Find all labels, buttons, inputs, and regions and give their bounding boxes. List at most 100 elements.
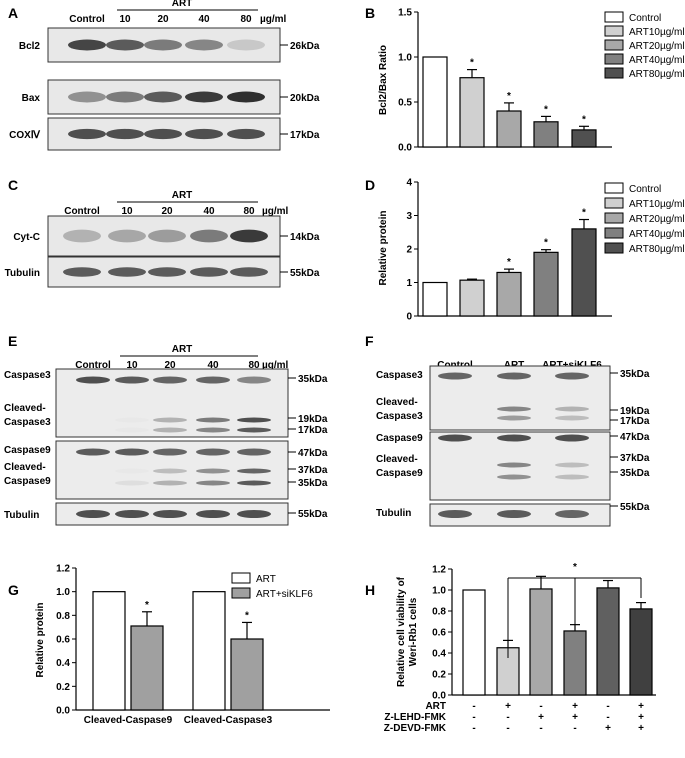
blot-row-label: Cleaved- (376, 397, 418, 408)
blot-c-unit: µg/ml (262, 206, 289, 217)
y-axis-label: Bcl2/Bax Ratio (378, 45, 389, 115)
significance-star: * (507, 91, 511, 102)
y-tick-label: 0.8 (56, 611, 70, 622)
significance-star: * (582, 208, 586, 219)
y-tick-label: 3 (406, 211, 412, 222)
bar-1 (459, 77, 485, 148)
y-tick-label: 1.2 (56, 564, 70, 575)
blot-row-label: Caspase3 (376, 411, 423, 422)
blot-band (190, 267, 228, 277)
treatment-label: ART (425, 701, 446, 712)
y-tick-label: 2 (406, 245, 412, 256)
blot-row-label: Cyt-C (13, 232, 40, 243)
legend-swatch (604, 182, 624, 194)
treatment-mark: - (539, 723, 542, 734)
blot-band (106, 128, 144, 140)
blot-band (153, 448, 187, 456)
treatment-mark: - (472, 723, 475, 734)
blot-band (115, 480, 149, 486)
blot-row-label: Caspase9 (4, 476, 51, 487)
blot-band (497, 462, 531, 468)
blot-band (227, 91, 265, 103)
treatment-label: Z-DEVD-FMK (384, 723, 447, 734)
blot-a-lane-label: Control (69, 14, 105, 25)
blot-band (237, 468, 271, 474)
treatment-mark: - (573, 723, 576, 734)
blot-band (153, 427, 187, 433)
blot-band (497, 406, 531, 412)
blot-e-lane-label: 40 (207, 360, 219, 371)
blot-band (68, 128, 106, 140)
blot-band (115, 468, 149, 474)
legend-label: ART10µg/ml (629, 199, 685, 210)
blot-band (196, 468, 230, 474)
blot-band (237, 376, 271, 384)
bar-1-0 (192, 591, 226, 711)
bar-3 (563, 630, 587, 696)
treatment-mark: - (506, 712, 509, 723)
legend-label: ART+siKLF6 (256, 589, 313, 600)
treatment-mark: - (506, 723, 509, 734)
y-tick-label: 0.8 (432, 607, 446, 618)
bar-0 (422, 56, 448, 148)
blot-size-label: 55kDa (620, 502, 650, 513)
blot-band (555, 474, 589, 480)
blot-band (108, 267, 146, 277)
treatment-mark: - (539, 701, 542, 712)
blot-band (144, 128, 182, 140)
blot-row-label: Caspase3 (4, 370, 51, 381)
blot-row-label: Caspase9 (376, 433, 423, 444)
y-tick-label: 0.0 (398, 143, 412, 154)
y-axis-label: Relative protein (378, 210, 389, 285)
bar-4 (596, 587, 620, 696)
blot-row-label: Caspase9 (376, 468, 423, 479)
blot-band (237, 510, 271, 518)
blot-band (115, 417, 149, 423)
treatment-mark: + (605, 723, 611, 734)
blot-band (230, 267, 268, 277)
blot-c-lane-label: Control (64, 206, 100, 217)
bar-3 (533, 121, 559, 148)
blot-band (497, 434, 531, 442)
legend-label: ART80µg/ml (629, 69, 685, 80)
significance-star: * (582, 114, 586, 125)
blot-band (237, 417, 271, 423)
blot-band (497, 474, 531, 480)
blot-band (106, 91, 144, 103)
panel-label-d: D (365, 177, 375, 193)
blot-c-lane-label: 40 (203, 206, 215, 217)
legend-swatch (231, 572, 251, 584)
blot-band (196, 427, 230, 433)
legend-swatch (231, 587, 251, 599)
panel-label-h: H (365, 582, 375, 598)
blot-size-label: 14kDa (290, 232, 320, 243)
blot-a-lane-label: 40 (198, 14, 210, 25)
blot-row-label: COXⅣ (9, 130, 41, 141)
blot-e-lane-label: Control (75, 360, 111, 371)
bar-5 (629, 608, 653, 696)
blot-band (555, 510, 589, 518)
significance-star: * (145, 600, 149, 611)
blot-c-lane-label: 80 (243, 206, 255, 217)
blot-row-label: Tubulin (5, 268, 40, 279)
blot-band (555, 406, 589, 412)
blot-size-label: 19kDa (620, 406, 650, 417)
y-tick-label: 1 (406, 278, 412, 289)
bar-3 (533, 251, 559, 317)
y-tick-label: 0.5 (398, 98, 412, 109)
y-tick-label: 0.6 (432, 628, 446, 639)
legend-label: ART20µg/ml (629, 214, 685, 225)
blot-band (497, 415, 531, 421)
blot-band (115, 427, 149, 433)
blot-band (153, 510, 187, 518)
blot-band (153, 376, 187, 384)
blot-band (148, 267, 186, 277)
blot-a-art-label: ART (172, 0, 193, 9)
blot-band (497, 510, 531, 518)
significance-star: * (245, 610, 249, 621)
y-axis-label: Weri-Rb1 cells (408, 597, 419, 666)
y-axis-label: Relative protein (35, 602, 46, 677)
blot-band (555, 434, 589, 442)
legend-label: ART (256, 574, 276, 585)
